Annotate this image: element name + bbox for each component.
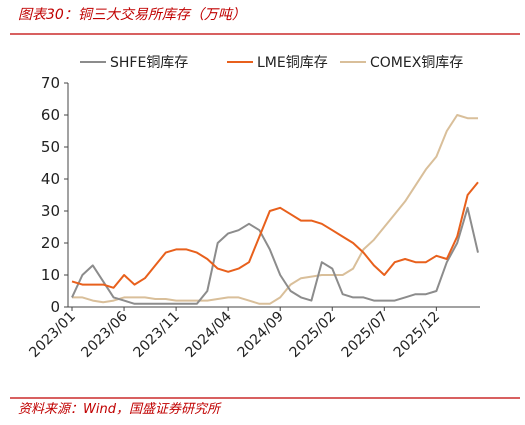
series-line bbox=[72, 114, 478, 305]
y-tick-label: 60 bbox=[41, 106, 60, 124]
x-tick-label: 2023/01 bbox=[26, 309, 78, 361]
x-tick-label: 2025/07 bbox=[339, 309, 391, 361]
source: 资料来源：Wind，国盛证券研究所 bbox=[18, 401, 222, 417]
y-tick-label: 70 bbox=[41, 74, 60, 92]
chart-title: 图表30：铜三大交易所库存（万吨） bbox=[18, 7, 246, 23]
y-tick-label: 50 bbox=[41, 138, 60, 156]
x-tick-label: 2024/04 bbox=[183, 308, 236, 361]
x-tick-label: 2025/12 bbox=[391, 309, 443, 361]
x-tick-label: 2025/02 bbox=[287, 309, 339, 361]
y-tick-label: 20 bbox=[41, 234, 60, 252]
legend-label: LME铜库存 bbox=[257, 55, 328, 71]
x-tick-label: 2023/06 bbox=[78, 308, 131, 361]
legend-label: SHFE铜库存 bbox=[110, 55, 188, 71]
x-tick-label: 2024/09 bbox=[235, 309, 287, 361]
series-line bbox=[71, 206, 479, 305]
y-tick-label: 0 bbox=[50, 298, 60, 316]
y-tick-label: 30 bbox=[41, 202, 60, 220]
x-tick-label: 2023/11 bbox=[130, 309, 182, 361]
series-line bbox=[71, 181, 479, 289]
y-tick-label: 40 bbox=[41, 170, 60, 188]
y-tick-label: 10 bbox=[41, 266, 60, 284]
legend-label: COMEX铜库存 bbox=[370, 55, 463, 71]
